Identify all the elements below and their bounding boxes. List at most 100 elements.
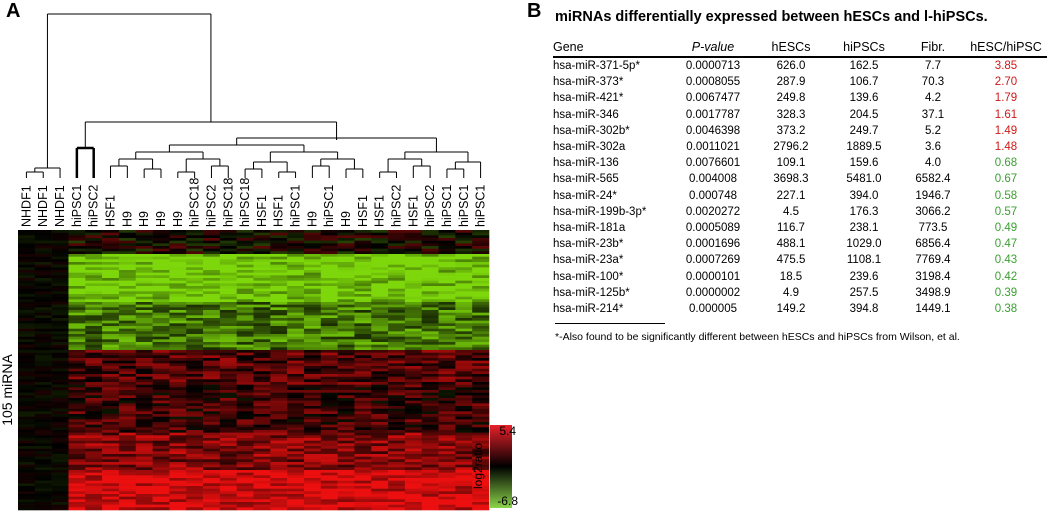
- hipscs-cell: 1108.1: [846, 254, 882, 267]
- table-row: hsa-miR-199b-3p* 0.0020272 4.5 176.3 3066.2 0…: [553, 204, 1047, 220]
- sample-label: NHDF1: [19, 185, 33, 227]
- col-hipscs: hiPSCs: [827, 40, 901, 58]
- table-row: hsa-miR-214* 0.000005 149.2 394.8 1449.1 0.38: [553, 301, 1047, 317]
- ratio-cell: 0.58: [994, 189, 1018, 202]
- sample-label: HSF1: [356, 195, 370, 227]
- hipscs-cell: 159.6: [849, 157, 879, 170]
- p-value-cell: 0.004008: [689, 173, 737, 186]
- ratio-cell: 0.68: [994, 157, 1018, 170]
- gene-cell: hsa-miR-302b*: [553, 124, 630, 137]
- sample-label: H9: [137, 211, 151, 227]
- table-header-row: Gene P-value hESCs hiPSCs Fibr. hESC/hiP…: [553, 40, 1047, 58]
- col-fibr: Fibr.: [901, 40, 965, 58]
- p-value-cell: 0.0067477: [685, 92, 741, 105]
- p-value-cell: 0.0005089: [685, 221, 741, 234]
- table-body: hsa-miR-371-5p* 0.0000713 626.0 162.5 7.7 3.8…: [553, 57, 1047, 317]
- sample-label: H9: [305, 211, 319, 227]
- gene-cell: hsa-miR-302a: [553, 141, 626, 154]
- panel-b: B miRNAs differentially expressed betwee…: [525, 0, 1050, 513]
- p-value-cell: 0.0011021: [686, 141, 740, 154]
- fibr-cell: 7.7: [925, 60, 941, 73]
- color-legend-bar: [490, 425, 512, 508]
- hipscs-cell: 238.1: [849, 221, 879, 234]
- sample-label: HSF1: [373, 195, 387, 227]
- ratio-cell: 0.47: [994, 238, 1018, 251]
- hipscs-cell: 106.7: [849, 76, 879, 89]
- dendrogram: [25, 13, 482, 178]
- hescs-cell: 109.1: [776, 157, 806, 170]
- col-hescs: hESCs: [755, 40, 827, 58]
- fibr-cell: 6856.4: [915, 238, 951, 251]
- sample-label: H9: [171, 211, 185, 227]
- hipscs-cell: 139.6: [849, 92, 879, 105]
- sample-label: hiPSC1: [322, 185, 336, 227]
- fibr-cell: 3.6: [925, 141, 941, 154]
- p-value-cell: 0.0000713: [685, 60, 741, 73]
- col-gene: Gene: [553, 40, 671, 58]
- fibr-cell: 3066.2: [915, 205, 951, 218]
- hescs-cell: 4.9: [783, 286, 799, 299]
- hescs-cell: 18.5: [779, 270, 803, 283]
- table-row: hsa-miR-373* 0.0008055 287.9 106.7 70.3 2.70: [553, 74, 1047, 90]
- fibr-cell: 1449.1: [915, 302, 951, 315]
- panel-b-letter: B: [527, 0, 542, 22]
- table-row: hsa-miR-136 0.0076601 109.1 159.6 4.0 0.68: [553, 155, 1047, 171]
- p-value-cell: 0.0076601: [685, 157, 741, 170]
- hipscs-cell: 257.5: [849, 286, 879, 299]
- ratio-cell: 0.39: [994, 286, 1018, 299]
- hipscs-cell: 162.5: [849, 60, 879, 73]
- hescs-cell: 149.2: [776, 302, 806, 315]
- hescs-cell: 2796.2: [773, 141, 809, 154]
- fibr-cell: 773.5: [918, 221, 948, 234]
- p-value-cell: 0.0000002: [685, 286, 741, 299]
- hipscs-cell: 394.8: [849, 302, 879, 315]
- gene-cell: hsa-miR-199b-3p*: [553, 205, 647, 218]
- table-title: miRNAs differentially expressed between …: [555, 9, 988, 25]
- table-row: hsa-miR-302a 0.0011021 2796.2 1889.5 3.6 1.48: [553, 139, 1047, 155]
- sample-label: hiPSC1: [289, 185, 303, 227]
- sample-label: HSF1: [406, 195, 420, 227]
- p-value-cell: 0.0020272: [685, 205, 741, 218]
- ratio-cell: 0.43: [994, 254, 1018, 267]
- ratio-cell: 0.38: [994, 302, 1018, 315]
- gene-cell: hsa-miR-214*: [553, 302, 624, 315]
- sample-label: hiPSC1: [474, 185, 488, 227]
- gene-cell: hsa-miR-371-5p*: [553, 60, 640, 73]
- gene-cell: hsa-miR-346: [553, 108, 619, 121]
- sample-label: hiPSC2: [389, 185, 403, 227]
- fibr-cell: 4.0: [925, 157, 941, 170]
- fibr-cell: 5.2: [925, 124, 941, 137]
- hipscs-cell: 204.5: [849, 108, 879, 121]
- sample-label: HSF1: [104, 195, 118, 227]
- gene-cell: hsa-miR-181a: [553, 221, 626, 234]
- hescs-cell: 328.3: [776, 108, 806, 121]
- sample-label: hiPSC1: [440, 185, 454, 227]
- p-value-cell: 0.0007269: [685, 254, 741, 267]
- panel-a-letter: A: [6, 0, 21, 22]
- legend-max: 5.4: [499, 424, 516, 438]
- hescs-cell: 626.0: [776, 60, 806, 73]
- ratio-cell: 1.49: [994, 124, 1018, 137]
- p-value-cell: 0.000748: [689, 189, 737, 202]
- gene-cell: hsa-miR-565: [553, 173, 619, 186]
- heatmap-figure: NHDF1 NHDF1 NHDF1 hiPSC1 hiPSC2 HSF1 H9 H9 H9 H9 h…: [0, 13, 518, 511]
- table-row: hsa-miR-125b* 0.0000002 4.9 257.5 3498.9 0.39: [553, 285, 1047, 301]
- p-value-cell: 0.0000101: [685, 270, 741, 283]
- fibr-cell: 7769.4: [915, 254, 951, 267]
- table-row: hsa-miR-421* 0.0067477 249.8 139.6 4.2 1.79: [553, 90, 1047, 106]
- ratio-cell: 0.49: [994, 221, 1018, 234]
- table-row: hsa-miR-23b* 0.0001696 488.1 1029.0 6856.4 0.…: [553, 236, 1047, 252]
- p-value-cell: 0.0001696: [685, 238, 741, 251]
- ratio-cell: 0.42: [994, 270, 1018, 283]
- table-row: hsa-miR-23a* 0.0007269 475.5 1108.1 7769.4 0.…: [553, 252, 1047, 268]
- footnote: *-Also found to be significantly differe…: [555, 331, 960, 343]
- fibr-cell: 6582.4: [915, 173, 951, 186]
- sample-label: hiPSC2: [204, 185, 218, 227]
- gene-cell: hsa-miR-100*: [553, 270, 624, 283]
- table-row: hsa-miR-24* 0.000748 227.1 394.0 1946.7 0.58: [553, 188, 1047, 204]
- sample-label: hiPSC18: [188, 178, 202, 227]
- gene-cell: hsa-miR-421*: [553, 92, 624, 105]
- hescs-cell: 227.1: [776, 189, 806, 202]
- table-row: hsa-miR-181a 0.0005089 116.7 238.1 773.5 0.49: [553, 220, 1047, 236]
- fibr-cell: 37.1: [921, 108, 945, 121]
